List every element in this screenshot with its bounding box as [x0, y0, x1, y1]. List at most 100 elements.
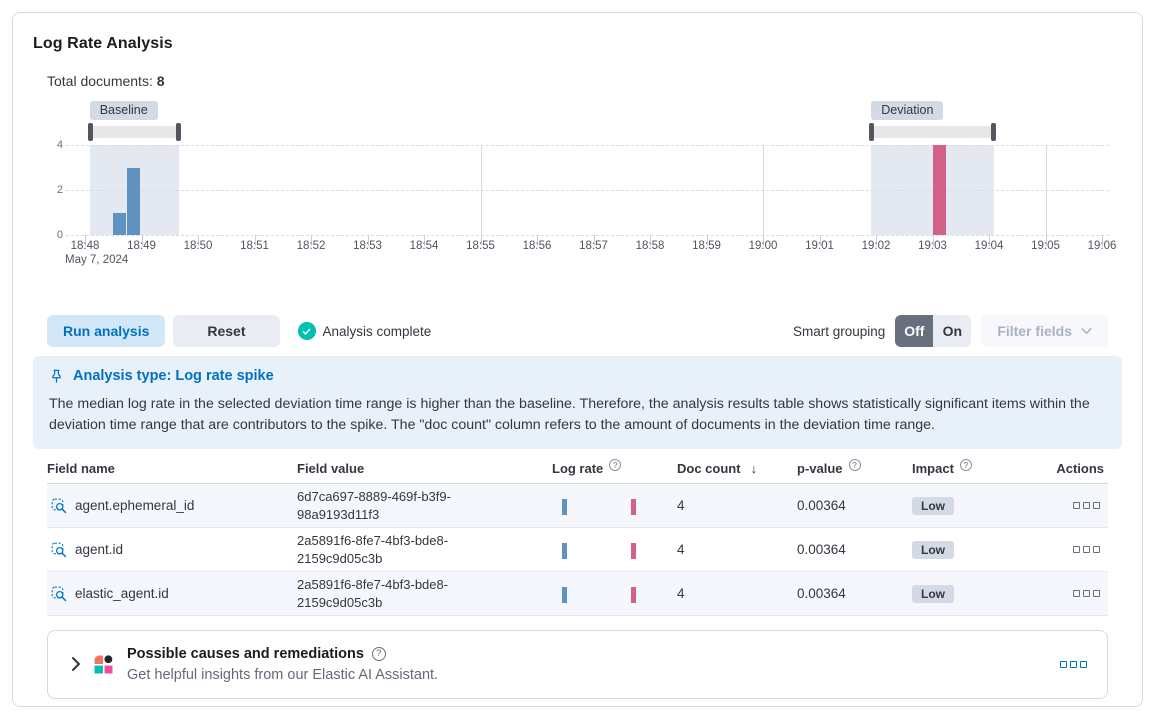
filter-fields-label: Filter fields — [997, 323, 1072, 339]
x-axis-tick-label: 18:57 — [579, 240, 608, 252]
row-actions-icon[interactable] — [1027, 502, 1108, 510]
x-axis-tick — [424, 235, 425, 246]
x-axis-tick-label: 18:55 — [466, 240, 495, 252]
row-actions-icon[interactable] — [1027, 546, 1108, 554]
filter-fields-button[interactable]: Filter fields — [981, 315, 1108, 347]
x-axis-tick — [311, 235, 312, 246]
table-row: elastic_agent.id 2a5891f6-8fe7-4bf3-bde8-… — [47, 572, 1108, 617]
sparkline-deviation-bar — [631, 586, 636, 603]
total-documents-label: Total documents: — [47, 73, 153, 89]
x-axis-tick-label: 18:51 — [240, 240, 269, 252]
column-impact: Impact — [912, 459, 1027, 476]
p-value: 0.00364 — [797, 586, 846, 602]
y-gridline — [66, 190, 1109, 191]
baseline-bar — [127, 167, 141, 235]
results-table: Field name Field value Log rate Doc coun… — [47, 459, 1108, 617]
deviation-brush-right-handle[interactable] — [990, 123, 996, 141]
field-value: 2a5891f6-8fe7-4bf3-bde8-2159c9d05c3b — [297, 577, 449, 610]
y-axis-tick-label: 0 — [56, 229, 63, 241]
x-axis-tick — [706, 235, 708, 246]
x-axis-tick — [85, 235, 86, 246]
baseline-brush-left-handle[interactable] — [87, 123, 93, 141]
column-doc-count[interactable]: Doc count ↓ — [677, 461, 758, 477]
total-documents: Total documents: 8 — [47, 73, 1122, 89]
table-header-row: Field name Field value Log rate Doc coun… — [47, 459, 1108, 485]
x-axis-tick — [1102, 235, 1103, 246]
assistant-actions-icon[interactable] — [1060, 661, 1087, 669]
x-axis-date-label: May 7, 2024 — [65, 254, 129, 266]
status-text: Analysis complete — [322, 323, 432, 339]
x-axis-tick-label: 18:56 — [522, 240, 552, 252]
x-axis-tick-label: 18:50 — [183, 240, 213, 252]
expand-chevron-right-icon[interactable] — [68, 655, 84, 676]
log-rate-sparkline — [552, 541, 647, 559]
possible-causes-subtitle: Get helpful insights from our Elastic AI… — [127, 667, 439, 684]
field-search-icon[interactable] — [51, 498, 67, 514]
impact-badge: Low — [912, 496, 954, 515]
x-axis-tick-label: 18:48 — [70, 240, 100, 252]
callout-body: The median log rate in the selected devi… — [49, 396, 1090, 434]
field-search-icon[interactable] — [51, 542, 67, 558]
help-icon[interactable] — [959, 459, 972, 472]
help-icon[interactable] — [371, 647, 386, 662]
check-icon — [297, 322, 316, 340]
y-gridline — [66, 235, 1109, 236]
doc-count-value: 4 — [677, 498, 685, 514]
document-count-chart[interactable]: Baseline Deviation May 7, 2024 0 2 4 18:48 1… — [33, 101, 1122, 271]
x-axis-tick-label: 19:00 — [748, 240, 778, 252]
x-axis-tick — [254, 235, 256, 246]
sparkline-deviation-bar — [631, 498, 636, 515]
elastic-ai-assistant-icon — [94, 655, 113, 674]
x-axis-tick — [1045, 235, 1047, 246]
x-axis-tick-label: 18:59 — [692, 240, 721, 252]
possible-causes-panel: Possible causes and remediations Get hel… — [47, 630, 1108, 700]
sparkline-baseline-bar — [562, 498, 567, 515]
x-axis-tick-label: 19:02 — [861, 240, 891, 252]
sparkline-deviation-bar — [631, 542, 636, 559]
x-axis-tick — [932, 235, 934, 246]
deviation-brush[interactable] — [869, 123, 996, 141]
reset-button[interactable]: Reset — [173, 315, 280, 347]
total-documents-value: 8 — [156, 73, 165, 89]
x-axis-tick — [480, 235, 482, 246]
x-axis-tick-label: 18:54 — [409, 240, 439, 252]
row-actions-icon[interactable] — [1027, 590, 1108, 598]
log-rate-sparkline — [552, 585, 647, 603]
x-axis-tick-label: 19:04 — [974, 240, 1004, 252]
smart-grouping-label: Smart grouping — [793, 323, 886, 339]
p-value: 0.00364 — [797, 498, 846, 514]
help-icon[interactable] — [609, 459, 622, 472]
field-search-icon[interactable] — [51, 586, 67, 602]
x-axis-tick — [650, 235, 651, 246]
table-row: agent.ephemeral_id 6d7ca697-8889-469f-b3f… — [47, 484, 1108, 529]
doc-count-value: 4 — [677, 542, 685, 558]
field-name: agent.id — [75, 542, 124, 558]
chevron-down-icon — [1081, 327, 1092, 334]
x-axis-tick-label: 19:01 — [805, 240, 834, 252]
sort-desc-icon: ↓ — [750, 461, 758, 477]
x-axis-tick-label: 18:49 — [127, 240, 156, 252]
x-axis-tick-label: 18:58 — [635, 240, 665, 252]
impact-badge: Low — [912, 540, 954, 559]
help-icon[interactable] — [848, 459, 861, 472]
baseline-bar — [113, 212, 127, 235]
run-analysis-button[interactable]: Run analysis — [47, 315, 166, 347]
field-value: 2a5891f6-8fe7-4bf3-bde8-2159c9d05c3b — [297, 533, 449, 566]
callout-title: Analysis type: Log rate spike — [73, 368, 274, 384]
smart-grouping-on-button[interactable]: On — [933, 315, 972, 347]
baseline-brush[interactable] — [87, 123, 182, 141]
smart-grouping-off-button[interactable]: Off — [895, 315, 934, 347]
x-axis-tick — [141, 235, 143, 246]
analysis-status: Analysis complete — [297, 322, 432, 340]
column-field-value: Field value — [297, 461, 365, 477]
x-axis-tick-label: 19:05 — [1031, 240, 1060, 252]
x-axis-tick — [876, 235, 877, 246]
column-actions: Actions — [1056, 461, 1104, 477]
page-title: Log Rate Analysis — [33, 35, 173, 52]
baseline-brush-right-handle[interactable] — [176, 123, 182, 141]
column-log-rate: Log rate — [552, 459, 677, 476]
possible-causes-title: Possible causes and remediations — [127, 646, 364, 663]
pin-icon — [52, 369, 61, 383]
deviation-brush-left-handle[interactable] — [869, 123, 875, 141]
deviation-bar — [932, 145, 946, 235]
